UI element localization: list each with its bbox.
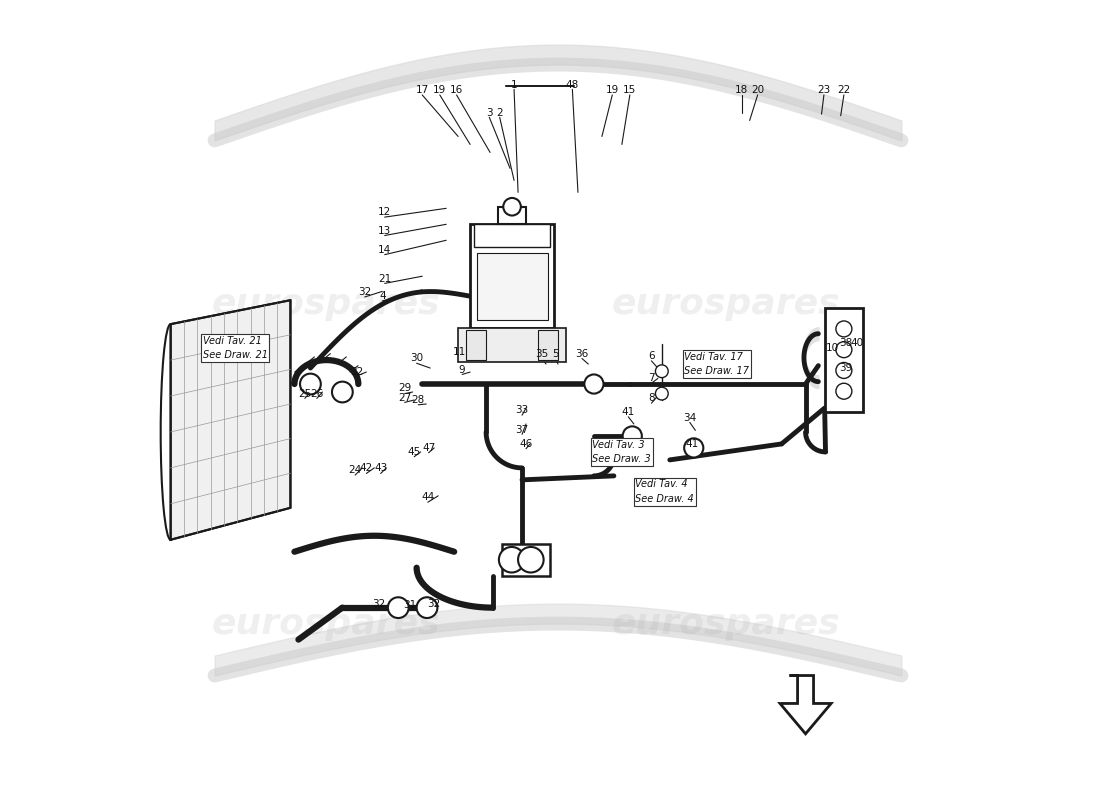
Text: 26: 26 <box>310 389 323 398</box>
Text: 48: 48 <box>565 79 579 90</box>
Text: Vedi Tav. 17
See Draw. 17: Vedi Tav. 17 See Draw. 17 <box>684 352 749 377</box>
Text: 32: 32 <box>428 598 441 609</box>
Bar <box>497 206 527 224</box>
Circle shape <box>332 382 353 402</box>
Circle shape <box>656 387 668 400</box>
Bar <box>459 328 566 362</box>
Text: eurospares: eurospares <box>212 287 441 321</box>
Text: 30: 30 <box>410 354 424 363</box>
Text: 41: 41 <box>621 407 635 417</box>
Text: 16: 16 <box>450 85 463 95</box>
Circle shape <box>836 383 851 399</box>
Text: eurospares: eurospares <box>212 606 441 641</box>
Text: 36: 36 <box>575 349 589 358</box>
Text: 24: 24 <box>349 466 362 475</box>
Text: 22: 22 <box>837 85 850 95</box>
Text: 4: 4 <box>379 291 386 301</box>
Text: 31: 31 <box>404 600 417 610</box>
Circle shape <box>684 438 703 458</box>
Bar <box>474 224 550 247</box>
Text: 43: 43 <box>374 463 387 473</box>
Text: 8: 8 <box>648 394 654 403</box>
Text: 39: 39 <box>839 363 853 373</box>
Bar <box>538 330 558 360</box>
Text: 18: 18 <box>735 85 748 95</box>
Text: 40: 40 <box>851 338 864 347</box>
Text: Vedi Tav. 21
See Draw. 21: Vedi Tav. 21 See Draw. 21 <box>202 336 267 361</box>
Text: 37: 37 <box>516 425 529 434</box>
Text: 47: 47 <box>422 443 436 453</box>
Text: 23: 23 <box>817 85 830 95</box>
Bar <box>825 308 864 412</box>
Text: 34: 34 <box>683 413 696 422</box>
Text: Vedi Tav. 4
See Draw. 4: Vedi Tav. 4 See Draw. 4 <box>636 479 694 504</box>
Bar <box>502 544 550 576</box>
Bar <box>476 253 548 320</box>
Text: 14: 14 <box>378 245 392 255</box>
Text: 45: 45 <box>408 447 421 457</box>
Text: 3: 3 <box>486 107 493 118</box>
Text: 9: 9 <box>459 365 465 374</box>
Text: 32: 32 <box>359 287 372 297</box>
Circle shape <box>584 374 604 394</box>
Text: 1: 1 <box>510 79 517 90</box>
Circle shape <box>656 365 668 378</box>
Polygon shape <box>170 300 290 540</box>
Text: 6: 6 <box>648 351 654 361</box>
Text: eurospares: eurospares <box>612 606 840 641</box>
Text: 5: 5 <box>552 349 559 358</box>
Text: 11: 11 <box>453 347 466 357</box>
Text: 44: 44 <box>421 493 434 502</box>
Text: 28: 28 <box>411 395 425 405</box>
Text: 21: 21 <box>378 274 392 284</box>
Text: eurospares: eurospares <box>612 287 840 321</box>
Bar <box>466 330 486 360</box>
Text: 42: 42 <box>360 463 373 473</box>
Text: 7: 7 <box>648 374 654 383</box>
Circle shape <box>417 598 438 618</box>
Polygon shape <box>780 675 832 734</box>
Text: 33: 33 <box>516 406 529 415</box>
Circle shape <box>504 198 521 215</box>
Circle shape <box>836 321 851 337</box>
Text: 19: 19 <box>433 85 447 95</box>
Circle shape <box>836 342 851 358</box>
Text: 38: 38 <box>839 338 853 347</box>
Text: 41: 41 <box>685 439 698 449</box>
Circle shape <box>300 374 321 394</box>
Text: 15: 15 <box>624 85 637 95</box>
Text: 27: 27 <box>398 394 411 403</box>
Text: 2: 2 <box>496 107 503 118</box>
Text: 13: 13 <box>378 226 392 236</box>
Circle shape <box>518 547 543 573</box>
Circle shape <box>499 547 525 573</box>
Circle shape <box>836 362 851 378</box>
Text: 32: 32 <box>372 598 385 609</box>
Text: 19: 19 <box>606 85 619 95</box>
Circle shape <box>388 598 408 618</box>
Text: Vedi Tav. 3
See Draw. 3: Vedi Tav. 3 See Draw. 3 <box>592 439 651 464</box>
Circle shape <box>623 426 641 446</box>
Text: 20: 20 <box>751 85 764 95</box>
Text: 35: 35 <box>536 349 549 358</box>
Text: 29: 29 <box>398 383 411 393</box>
Text: 32: 32 <box>350 367 363 377</box>
Text: 25: 25 <box>298 389 311 398</box>
Text: 46: 46 <box>519 439 532 449</box>
Text: 12: 12 <box>378 207 392 218</box>
Bar <box>470 224 554 328</box>
Text: 17: 17 <box>416 85 429 95</box>
Text: 10: 10 <box>825 343 838 353</box>
